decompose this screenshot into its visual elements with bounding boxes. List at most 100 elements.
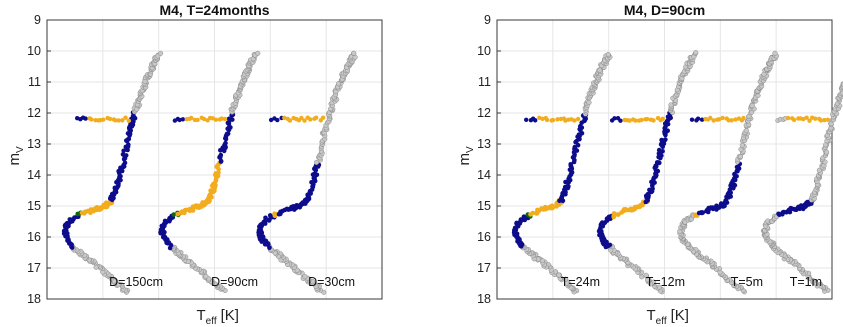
data-point — [555, 117, 560, 122]
sequence-annotation: T=5m — [731, 275, 763, 289]
data-point — [275, 117, 280, 123]
data-point — [121, 148, 126, 154]
data-point — [163, 219, 169, 224]
panel-right: 9 10 11 12 13 14 15 16 17 18 M4, D=90cm mV Teff [K] T=… — [456, 2, 843, 327]
y-tick-label: 12 — [477, 106, 491, 120]
y-tick-label: 11 — [28, 75, 41, 89]
data-point — [287, 118, 293, 123]
data-point — [202, 116, 207, 122]
data-point — [801, 116, 806, 122]
y-tick-label: 14 — [27, 168, 41, 182]
data-point — [729, 118, 734, 123]
data-point — [566, 184, 571, 189]
data-point — [255, 50, 261, 56]
data-point — [568, 162, 573, 167]
data-point — [314, 115, 319, 120]
y-tick-label: 13 — [477, 137, 491, 151]
data-point — [302, 118, 307, 123]
data-point — [818, 118, 824, 123]
data-point — [645, 192, 650, 197]
data-point — [544, 117, 550, 123]
data-point — [575, 142, 581, 148]
data-point — [524, 117, 529, 123]
data-point — [737, 154, 744, 160]
data-point — [228, 125, 233, 130]
data-point — [218, 152, 224, 158]
data-point — [351, 50, 357, 56]
panel-left: 9 10 11 12 13 14 15 16 17 18 M4, T=24months mV Teff[… — [6, 2, 383, 327]
data-point — [313, 159, 320, 165]
data-point — [550, 117, 556, 123]
data-point — [572, 118, 577, 123]
data-point — [213, 117, 219, 122]
y-tick-label: 10 — [27, 44, 41, 58]
data-point — [216, 170, 221, 175]
y-tick-label: 9 — [484, 13, 491, 27]
data-point — [639, 117, 644, 123]
data-point — [663, 137, 668, 142]
plot-frame — [496, 19, 833, 300]
data-point — [226, 120, 232, 125]
data-point — [101, 117, 106, 122]
data-point — [717, 117, 722, 122]
data-point — [260, 235, 266, 241]
data-point — [586, 99, 592, 106]
data-point — [660, 116, 665, 122]
data-point — [263, 215, 268, 221]
plot-frame — [46, 19, 383, 300]
data-point — [791, 117, 797, 123]
data-point — [126, 118, 131, 123]
data-point — [605, 243, 611, 249]
y-tick-label: 13 — [27, 137, 41, 151]
sequence-annotation: D=90cm — [211, 275, 258, 289]
y-tick-label: 15 — [27, 199, 41, 213]
data-point — [749, 103, 755, 109]
data-point — [627, 118, 632, 123]
data-point — [734, 164, 740, 170]
data-point — [605, 51, 611, 58]
data-point — [518, 217, 524, 222]
data-point — [195, 117, 200, 123]
sequence-annotation: D=150cm — [109, 275, 163, 289]
data-point — [540, 116, 545, 122]
data-point — [743, 128, 749, 134]
data-point — [335, 81, 342, 87]
data-point — [655, 168, 661, 174]
data-point — [177, 117, 182, 123]
x-axis-label: Teff [K] — [197, 307, 239, 327]
y-tick-label: 17 — [27, 261, 41, 275]
data-point — [117, 167, 123, 173]
sequence-annotation: D=30cm — [308, 275, 355, 289]
data-point — [308, 117, 313, 122]
sequence-annotation: T=1m — [790, 275, 822, 289]
data-point — [116, 118, 121, 123]
data-point — [643, 272, 649, 278]
data-point — [519, 241, 524, 246]
y-tick-label: 11 — [478, 75, 491, 89]
data-point — [693, 50, 699, 56]
data-point — [633, 118, 638, 123]
data-point — [268, 117, 274, 123]
data-point — [807, 118, 812, 123]
data-point — [700, 210, 705, 215]
data-point — [161, 233, 167, 239]
data-point — [772, 50, 778, 56]
data-point — [223, 140, 228, 146]
data-point — [65, 237, 70, 243]
y-tick-label: 16 — [477, 230, 491, 244]
data-point — [822, 117, 827, 123]
data-point — [112, 185, 118, 191]
data-point — [203, 273, 209, 279]
data-point — [171, 212, 176, 217]
data-point — [659, 137, 664, 143]
sequence-annotation: T=24m — [561, 275, 600, 289]
data-point — [717, 205, 722, 210]
data-point — [302, 274, 308, 280]
data-point — [533, 118, 538, 123]
y-tick-label: 17 — [477, 261, 491, 275]
y-tick-label: 18 — [27, 292, 41, 306]
data-point — [282, 115, 287, 121]
data-point — [695, 116, 701, 121]
y-tick-label: 16 — [27, 230, 41, 244]
